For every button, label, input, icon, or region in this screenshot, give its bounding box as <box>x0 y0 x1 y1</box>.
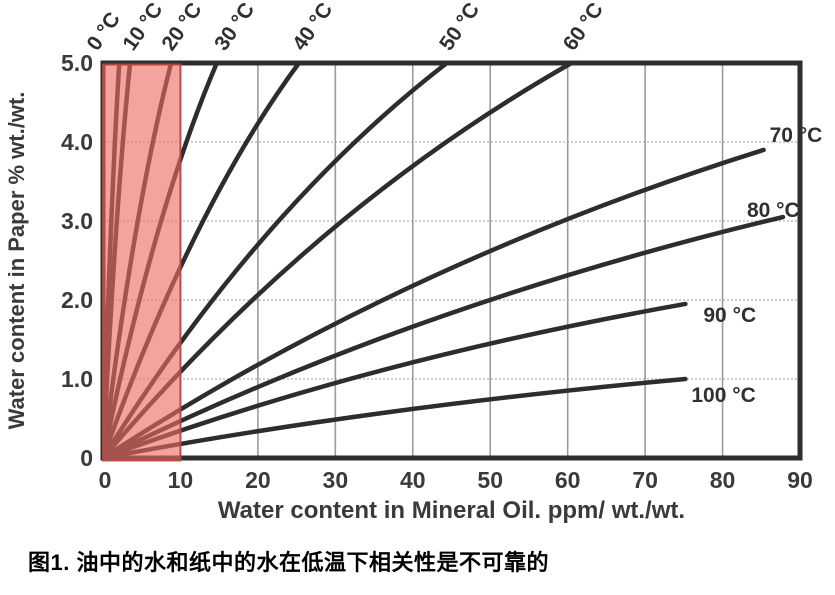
curve-label-10°C: 10 °C <box>118 0 167 55</box>
x-tick-label: 50 <box>477 467 503 493</box>
x-tick-label: 70 <box>632 467 658 493</box>
y-tick-label: 2.0 <box>61 287 93 313</box>
highlight-zone <box>102 63 182 462</box>
y-tick-label: 3.0 <box>61 208 93 234</box>
figure-caption: 图1. 油中的水和纸中的水在低温下相关性是不可靠的 <box>28 550 549 575</box>
y-tick-label: 4.0 <box>61 129 93 155</box>
x-tick-label: 80 <box>710 467 736 493</box>
curve-70°C <box>100 147 766 461</box>
curve-label-20°C: 20 °C <box>157 0 206 55</box>
x-tick-label: 30 <box>323 467 349 493</box>
curve-80°C <box>100 214 786 461</box>
curve-label-50°C: 50 °C <box>435 0 484 55</box>
curve-label-80°C: 80 °C <box>747 199 800 222</box>
equilibrium-chart: 0 °C10 °C20 °C 30 °C 40 °C 50 °C 60 °C 70 °C 8… <box>4 0 823 524</box>
curve-label-30°C: 30 °C <box>210 0 259 55</box>
y-tick-label: 5.0 <box>61 50 93 76</box>
y-tick-label: 1.0 <box>61 366 93 392</box>
x-axis-title: Water content in Mineral Oil. ppm/ wt./w… <box>218 497 685 524</box>
curve-label-100°C: 100 °C <box>691 384 755 407</box>
curve-label-0°C: 0 °C <box>83 8 125 55</box>
curve-label-90°C: 90 °C <box>703 304 756 327</box>
curve-label-60°C: 60 °C <box>559 0 608 55</box>
x-tick-label: 90 <box>787 467 813 493</box>
y-tick-label: 0 <box>80 445 93 471</box>
curve-label-40°C: 40 °C <box>288 0 337 55</box>
x-tick-label: 40 <box>400 467 426 493</box>
y-axis-title: Water content in Paper % wt./wt. <box>4 92 29 430</box>
x-tick-label: 20 <box>245 467 271 493</box>
x-tick-label: 10 <box>168 467 194 493</box>
x-tick-label: 60 <box>555 467 581 493</box>
x-tick-label: 0 <box>99 467 112 493</box>
curve-label-70°C: 70 °C <box>770 124 823 147</box>
